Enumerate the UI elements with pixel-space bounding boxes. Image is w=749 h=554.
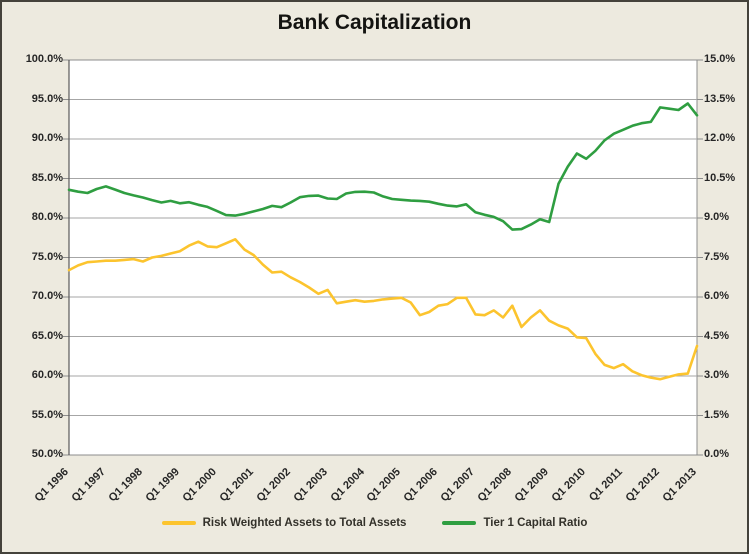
y-axis-left-label: 55.0% xyxy=(31,408,63,421)
legend-item-tier1: Tier 1 Capital Ratio xyxy=(442,517,587,529)
rwa-line-swatch xyxy=(161,521,196,525)
y-axis-left-label: 95.0% xyxy=(31,92,63,105)
y-axis-right-label: 9.0% xyxy=(704,211,730,223)
y-axis-right-label: 0.0% xyxy=(704,448,730,460)
y-axis-right-label: 6.0% xyxy=(704,290,730,302)
y-axis-right-label: 3.0% xyxy=(704,369,730,381)
tier1-line xyxy=(67,102,699,231)
y-axis-left-label: 85.0% xyxy=(31,171,63,184)
tier1-line-swatch xyxy=(442,521,477,525)
y-axis-left-label: 100.0% xyxy=(25,53,63,65)
y-axis-left-label: 75.0% xyxy=(31,250,63,263)
legend: Risk Weighted Assets to Total Assets Tie… xyxy=(2,517,747,529)
y-axis-right-label: 1.5% xyxy=(704,408,730,421)
y-axis-right-label: 12.0% xyxy=(704,132,736,144)
y-axis-right-label: 7.5% xyxy=(704,250,730,263)
y-axis-left-label: 70.0% xyxy=(31,290,63,302)
y-axis-right-label: 15.0% xyxy=(704,53,736,65)
y-axis-right-label: 13.5% xyxy=(704,92,736,105)
legend-item-rwa: Risk Weighted Assets to Total Assets xyxy=(161,517,407,529)
y-axis-left-label: 60.0% xyxy=(31,369,63,381)
legend-label-rwa: Risk Weighted Assets to Total Assets xyxy=(202,517,407,529)
rwa-line xyxy=(67,238,699,381)
y-axis-left-label: 90.0% xyxy=(31,132,63,144)
y-axis-left-label: 65.0% xyxy=(31,329,63,342)
legend-label-tier1: Tier 1 Capital Ratio xyxy=(483,517,588,529)
chart-title: Bank Capitalization xyxy=(277,11,472,34)
y-axis-left-label: 80.0% xyxy=(31,211,63,223)
y-axis-right-label: 10.5% xyxy=(704,171,736,184)
y-axis-left-label: 50.0% xyxy=(31,448,63,460)
y-axis-right-label: 4.5% xyxy=(704,329,730,342)
